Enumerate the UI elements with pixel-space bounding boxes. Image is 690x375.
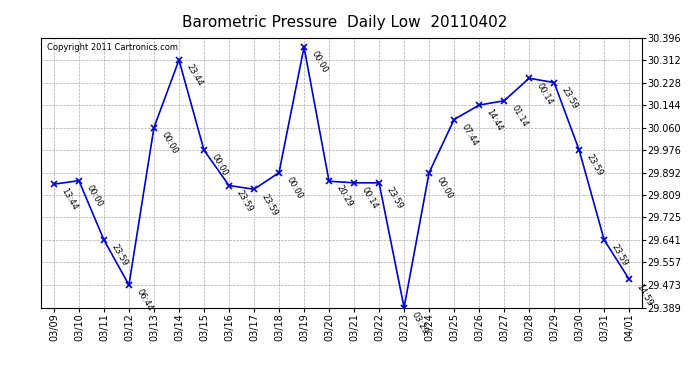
Text: 07:44: 07:44 — [460, 122, 480, 147]
Text: 23:59: 23:59 — [384, 186, 404, 211]
Text: 13:44: 13:44 — [59, 187, 79, 212]
Text: Barometric Pressure  Daily Low  20110402: Barometric Pressure Daily Low 20110402 — [182, 15, 508, 30]
Text: 00:00: 00:00 — [284, 176, 304, 201]
Text: 06:44: 06:44 — [135, 288, 155, 313]
Text: 23:59: 23:59 — [560, 86, 580, 111]
Text: 23:44: 23:44 — [184, 63, 204, 88]
Text: 01:14: 01:14 — [510, 104, 529, 129]
Text: 00:14: 00:14 — [359, 186, 380, 211]
Text: 14:44: 14:44 — [484, 108, 504, 133]
Text: 00:00: 00:00 — [310, 50, 329, 75]
Text: 00:00: 00:00 — [210, 153, 229, 178]
Text: 03:29: 03:29 — [410, 310, 429, 336]
Text: 23:59: 23:59 — [235, 188, 255, 213]
Text: 14:59: 14:59 — [635, 282, 654, 307]
Text: 00:00: 00:00 — [159, 130, 179, 155]
Text: 23:59: 23:59 — [110, 243, 129, 268]
Text: 00:00: 00:00 — [84, 183, 104, 209]
Text: 23:59: 23:59 — [259, 192, 279, 217]
Text: 23:59: 23:59 — [584, 153, 604, 178]
Text: Copyright 2011 Cartronics.com: Copyright 2011 Cartronics.com — [48, 43, 179, 52]
Text: 20:29: 20:29 — [335, 184, 354, 209]
Text: 23:59: 23:59 — [610, 243, 629, 268]
Text: 00:00: 00:00 — [435, 176, 454, 201]
Text: 00:14: 00:14 — [535, 81, 554, 106]
